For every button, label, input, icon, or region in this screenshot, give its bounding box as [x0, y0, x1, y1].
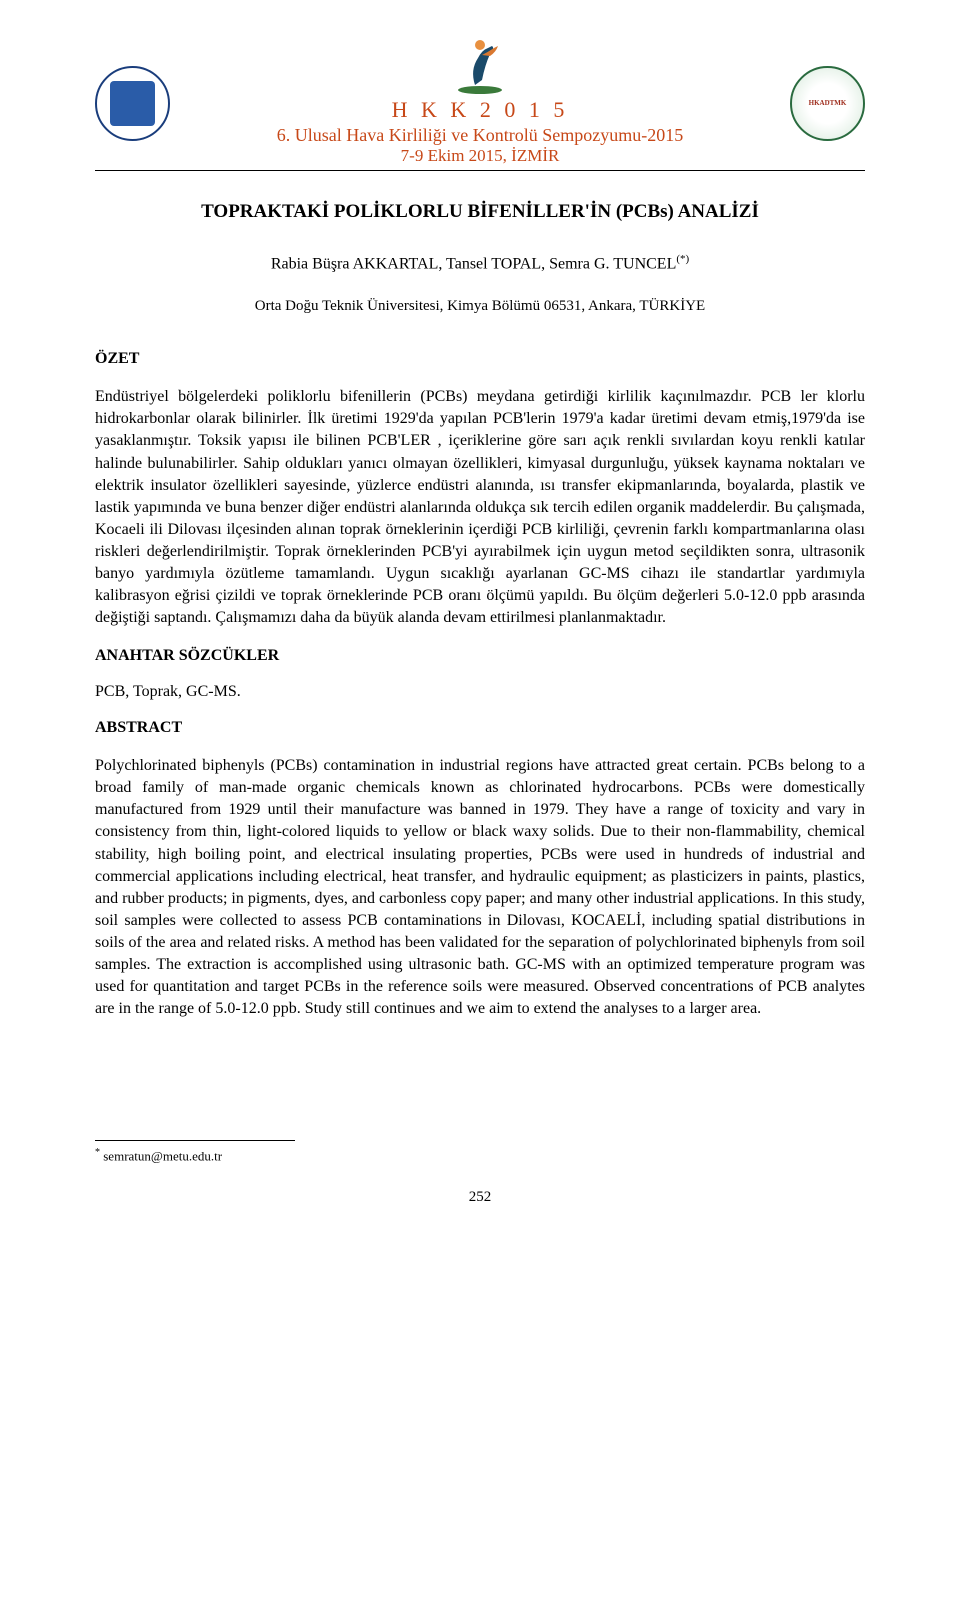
page-number: 252 — [95, 1189, 865, 1206]
header-logos-row: H K K 2 0 1 5 6. Ulusal Hava Kirliliği v… — [95, 40, 865, 166]
conference-date: 7-9 Ekim 2015, İZMİR — [170, 146, 790, 166]
keywords-body: PCB, Toprak, GC-MS. — [95, 683, 865, 701]
header-center: H K K 2 0 1 5 6. Ulusal Hava Kirliliği v… — [170, 40, 790, 166]
abstract-body: Polychlorinated biphenyls (PCBs) contami… — [95, 755, 865, 1020]
footnote-text: semratun@metu.edu.tr — [100, 1148, 222, 1163]
hkk-title: H K K 2 0 1 5 — [170, 97, 790, 123]
paper-title: TOPRAKTAKİ POLİKLORLU BİFENİLLER'İN (PCB… — [95, 201, 865, 223]
committee-logo-right: HKADTMK — [790, 66, 865, 141]
university-logo-left — [95, 66, 170, 141]
paper-affiliation: Orta Doğu Teknik Üniversitesi, Kimya Böl… — [95, 298, 865, 315]
committee-logo-text: HKADTMK — [809, 99, 847, 107]
abstract-heading: ABSTRACT — [95, 719, 865, 737]
authors-names: Rabia Büşra AKKARTAL, Tansel TOPAL, Semr… — [271, 255, 677, 272]
paper-authors: Rabia Büşra AKKARTAL, Tansel TOPAL, Semr… — [95, 253, 865, 273]
university-logo-inner — [110, 81, 155, 126]
footnote: * semratun@metu.edu.tr — [95, 1147, 865, 1164]
footnote-divider — [95, 1140, 295, 1141]
bird-logo-icon — [450, 40, 510, 95]
ozet-heading: ÖZET — [95, 350, 865, 368]
page-container: H K K 2 0 1 5 6. Ulusal Hava Kirliliği v… — [0, 0, 960, 1246]
author-note-marker: (*) — [676, 253, 689, 265]
conference-title: 6. Ulusal Hava Kirliliği ve Kontrolü Sem… — [170, 125, 790, 146]
keywords-heading: ANAHTAR SÖZCÜKLER — [95, 647, 865, 665]
header-divider — [95, 170, 865, 171]
page-header: H K K 2 0 1 5 6. Ulusal Hava Kirliliği v… — [95, 40, 865, 171]
ozet-body: Endüstriyel bölgelerdeki poliklorlu bife… — [95, 386, 865, 629]
